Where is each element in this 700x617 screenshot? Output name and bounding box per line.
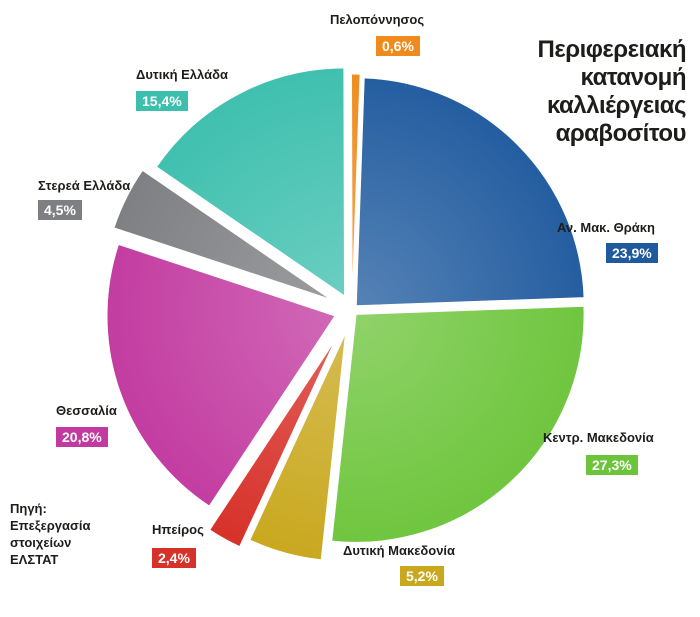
slice-label-ipeiros: Ηπείρος <box>152 522 204 537</box>
slice-label-dytiki-ellada: Δυτική Ελλάδα <box>136 67 228 82</box>
slice-label-dytiki-makedonia: Δυτική Μακεδονία <box>343 543 456 558</box>
slice-value-anatoliki-makedonia-thraki: 23,9% <box>606 243 658 263</box>
source-line-4: ΕΛΣΤΑΤ <box>10 552 59 567</box>
source-line-1: Πηγή: <box>10 501 47 516</box>
slice-label-anatoliki-makedonia-thraki: Αν. Μακ. Θράκη <box>557 220 655 235</box>
pie-slice-7 <box>350 73 361 303</box>
pie-slice-5 <box>113 169 331 300</box>
title-line-1: Περιφερειακή <box>537 36 687 63</box>
slice-value-kentriki-makedonia: 27,3% <box>586 455 638 475</box>
slice-label-sterea-ellada: Στερεά Ελλάδα <box>38 178 131 193</box>
slice-label-thessalia: Θεσσαλία <box>56 403 117 418</box>
source-line-2: Επεξεργασία <box>10 518 91 533</box>
title-line-4: αραβοσίτου <box>555 120 687 147</box>
pie-slice-1 <box>331 305 585 543</box>
slice-value-peloponnisos: 0,6% <box>376 36 420 56</box>
slice-value-thessalia: 20,8% <box>56 427 108 447</box>
slice-label-kentriki-makedonia: Κεντρ. Μακεδονία <box>543 430 654 445</box>
slice-value-ipeiros: 2,4% <box>152 548 196 568</box>
slice-value-dytiki-makedonia: 5,2% <box>400 566 444 586</box>
slice-value-dytiki-ellada: 15,4% <box>136 91 188 111</box>
pie-slice-4 <box>106 243 336 507</box>
source-note: Πηγή: Επεξεργασία στοιχείων ΕΛΣΤΑΤ <box>10 500 91 568</box>
source-line-3: στοιχείων <box>10 535 72 550</box>
title-line-2: κατανομή <box>580 64 687 91</box>
slice-label-peloponnisos: Πελοπόννησος <box>330 12 425 27</box>
title-line-3: καλλιέργειας <box>546 92 687 119</box>
pie-slice-0 <box>355 77 585 307</box>
chart-title: Περιφερειακή κατανομή καλλιέργειας αραβο… <box>486 36 687 148</box>
pie-slice-2 <box>249 332 347 561</box>
pie-slice-6 <box>155 67 346 297</box>
pie-slice-3 <box>209 339 336 548</box>
slice-value-sterea-ellada: 4,5% <box>38 200 82 220</box>
